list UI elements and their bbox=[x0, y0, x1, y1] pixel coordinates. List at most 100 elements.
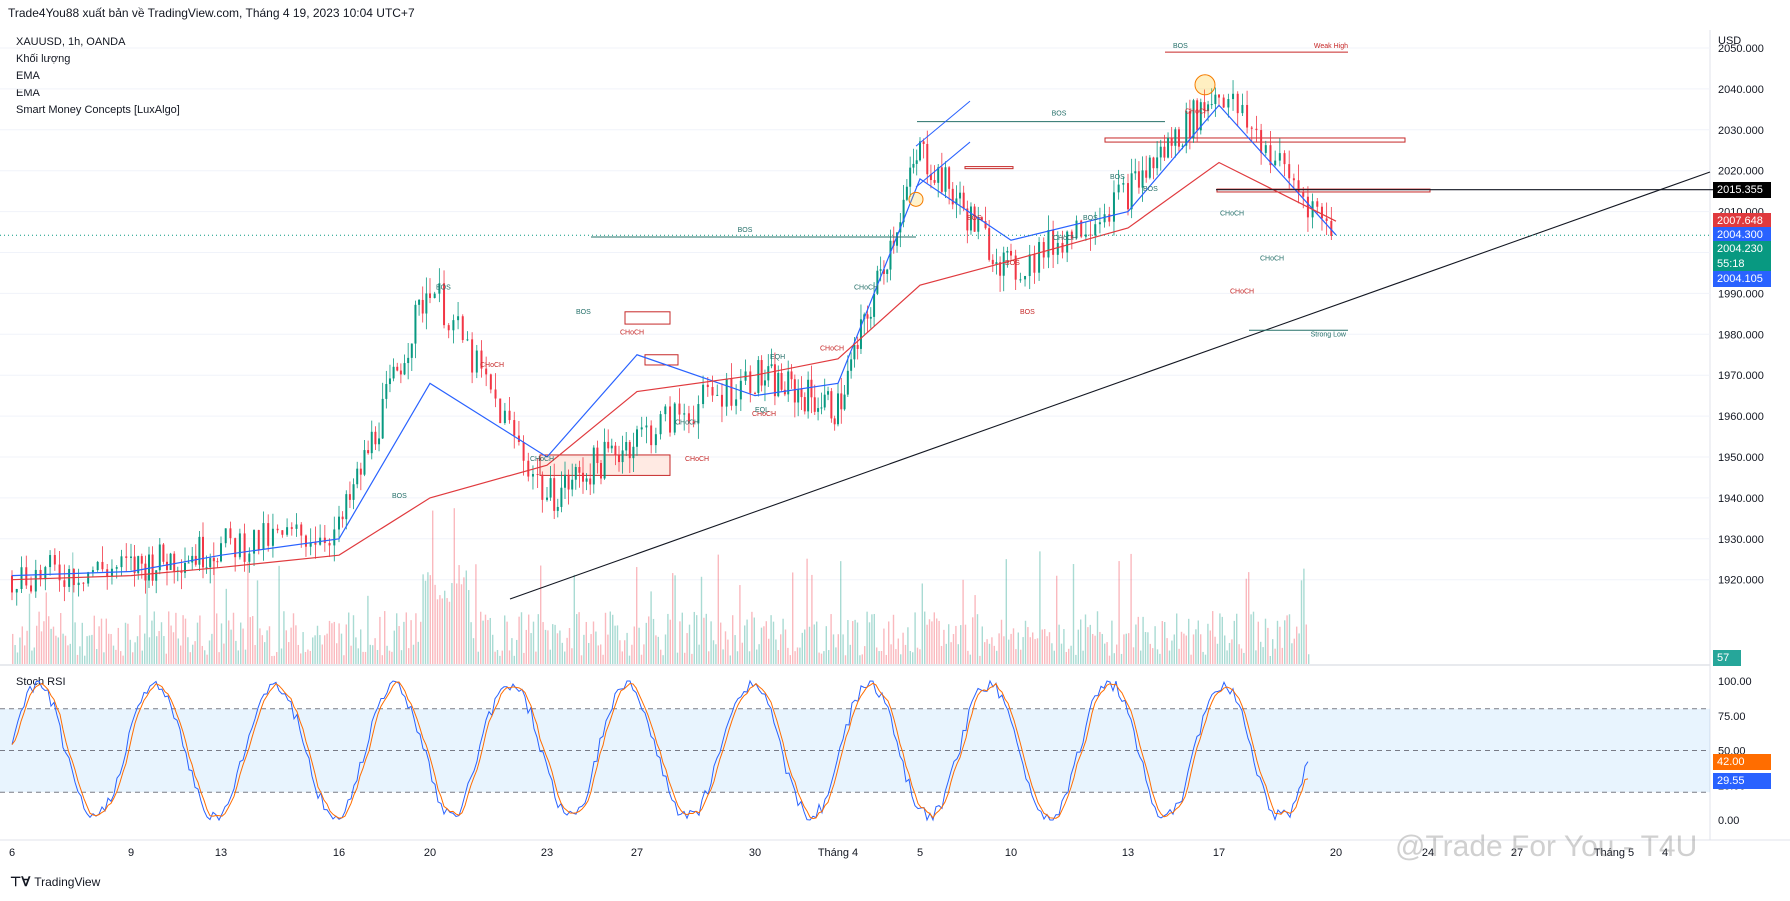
volume-bar bbox=[432, 510, 434, 664]
volume-bar bbox=[472, 638, 475, 664]
legend-ema-1[interactable]: EMA bbox=[16, 70, 40, 82]
volume-bar bbox=[799, 647, 801, 664]
volume-bar bbox=[74, 622, 76, 664]
volume-bar bbox=[981, 626, 983, 664]
volume-bar bbox=[931, 621, 933, 664]
volume-bar bbox=[302, 632, 304, 664]
candle-body bbox=[184, 563, 186, 573]
volume-bar bbox=[1149, 643, 1151, 664]
volume-bar bbox=[1200, 634, 1202, 664]
volume-bar bbox=[796, 647, 799, 664]
volume-bar bbox=[1154, 626, 1156, 664]
channel-line bbox=[915, 100, 971, 147]
candle-body bbox=[549, 478, 552, 498]
volume-bar bbox=[751, 611, 753, 664]
candle-body bbox=[1089, 234, 1092, 236]
volume-bar bbox=[672, 573, 674, 664]
volume-bar bbox=[506, 621, 508, 664]
candle-body bbox=[1185, 111, 1188, 146]
legend-symbol[interactable]: XAUUSD, 1h, OANDA bbox=[16, 36, 126, 48]
volume-bar bbox=[1291, 643, 1293, 664]
candle-body bbox=[763, 380, 766, 386]
volume-bar bbox=[1267, 627, 1269, 664]
candle-body bbox=[44, 567, 47, 580]
volume-bar bbox=[508, 650, 511, 664]
volume-bar bbox=[1168, 650, 1171, 664]
candle-body bbox=[262, 523, 265, 550]
volume-bar bbox=[921, 583, 923, 664]
stoch-rsi-panel: Stoch RSI bbox=[0, 676, 1710, 822]
footer-brand[interactable]: ⊤∀ TradingView bbox=[10, 874, 100, 890]
candle-body bbox=[1108, 214, 1111, 222]
price-tick: 1920.000 bbox=[1718, 575, 1764, 587]
candle-body bbox=[567, 474, 570, 490]
volume-bar bbox=[288, 642, 290, 664]
candle-body bbox=[169, 553, 172, 570]
volume-bar bbox=[100, 618, 103, 664]
legend-volume[interactable]: Khối lượng bbox=[16, 53, 71, 65]
volume-bar bbox=[297, 644, 299, 664]
volume-bar bbox=[576, 614, 578, 664]
candle-body bbox=[87, 572, 90, 584]
volume-bar bbox=[129, 639, 131, 664]
volume-bar bbox=[333, 621, 335, 664]
candle-body bbox=[621, 450, 624, 463]
candle-body bbox=[1145, 170, 1148, 178]
candle-body bbox=[130, 556, 132, 558]
volume-bar bbox=[362, 651, 364, 664]
volume-bar bbox=[324, 635, 326, 664]
volume-bar bbox=[21, 626, 23, 664]
candle-body bbox=[1042, 242, 1045, 258]
volume-bar bbox=[1188, 618, 1190, 664]
volume-bar bbox=[540, 565, 542, 664]
candle-body bbox=[749, 371, 752, 393]
volume-bar bbox=[1096, 611, 1099, 664]
volume-bar bbox=[1236, 613, 1238, 664]
candle-body bbox=[1066, 231, 1069, 253]
candle-body bbox=[909, 167, 912, 187]
candle-body bbox=[367, 450, 370, 454]
candle-body bbox=[1014, 255, 1017, 280]
candle-body bbox=[345, 494, 348, 520]
volume-bar bbox=[201, 645, 203, 664]
candle-body bbox=[669, 406, 672, 433]
smc-label-choch: CHoCH bbox=[685, 456, 709, 463]
volume-bar bbox=[784, 629, 787, 664]
volume-bar bbox=[266, 630, 268, 664]
volume-bar bbox=[415, 613, 417, 664]
candle-body bbox=[632, 446, 635, 459]
volume-bar bbox=[139, 615, 141, 664]
candle-body bbox=[205, 567, 208, 569]
candle-body bbox=[711, 387, 714, 396]
volume-bar bbox=[811, 574, 813, 664]
time-tick: 27 bbox=[1511, 847, 1523, 859]
volume-bar bbox=[496, 649, 499, 664]
candle-body bbox=[480, 350, 483, 369]
volume-bar bbox=[895, 649, 897, 664]
candle-body bbox=[725, 378, 728, 407]
candle-body bbox=[800, 389, 803, 398]
volume-bar bbox=[804, 629, 806, 664]
volume-bar bbox=[312, 637, 314, 664]
volume-bar bbox=[686, 633, 688, 664]
time-tick: 4 bbox=[1662, 847, 1668, 859]
candle-body bbox=[770, 364, 773, 367]
volume-bar bbox=[400, 650, 403, 664]
volume-bar bbox=[480, 611, 482, 664]
time-tick: 6 bbox=[9, 847, 15, 859]
volume-bar bbox=[319, 635, 321, 664]
candle-body bbox=[1236, 93, 1239, 114]
smc-label-bos: BOS bbox=[392, 493, 407, 500]
candle-body bbox=[683, 413, 686, 415]
volume-bar bbox=[1111, 620, 1113, 664]
candle-body bbox=[840, 393, 843, 410]
legend-smc[interactable]: Smart Money Concepts [LuxAlgo] bbox=[16, 104, 180, 116]
volume-bar bbox=[1051, 643, 1053, 664]
volume-bar bbox=[117, 627, 119, 664]
candle-body bbox=[882, 269, 885, 274]
volume-bar bbox=[252, 616, 254, 664]
volume-bar bbox=[112, 645, 115, 664]
volume-bar bbox=[1068, 648, 1070, 664]
legend-ema-2[interactable]: EMA bbox=[16, 87, 40, 99]
